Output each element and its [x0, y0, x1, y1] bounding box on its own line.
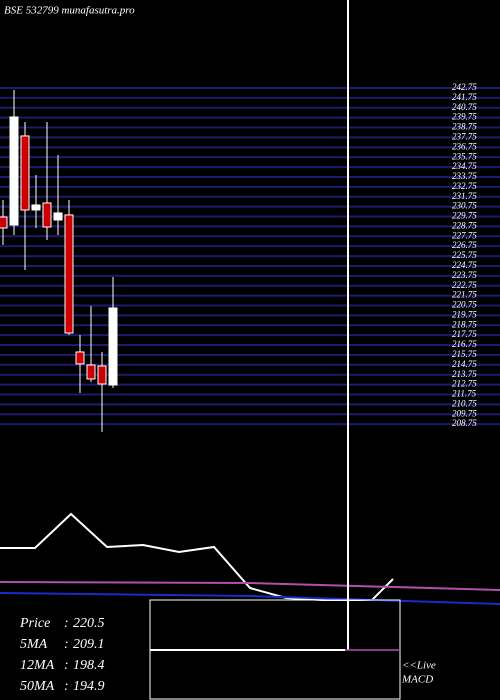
y-tick-label: 236.75	[452, 141, 477, 151]
y-tick-label: 237.75	[452, 131, 477, 141]
series-line	[0, 592, 500, 605]
y-tick-label: 209.75	[452, 408, 477, 418]
y-tick-label: 223.75	[452, 270, 477, 280]
y-tick-label: 214.75	[452, 359, 477, 369]
y-tick-label: 239.75	[452, 112, 477, 122]
y-tick-label: 242.75	[452, 82, 477, 92]
y-tick-label: 215.75	[452, 349, 477, 359]
y-tick-label: 228.75	[452, 220, 477, 230]
candle-body	[9, 116, 19, 226]
y-tick-label: 224.75	[452, 260, 477, 270]
info-colon: :	[64, 637, 69, 652]
candle-body	[53, 212, 63, 221]
y-tick-label: 238.75	[452, 122, 477, 132]
info-colon: :	[64, 616, 69, 631]
info-colon: :	[64, 658, 69, 673]
chart-title: BSE 532799 munafasutra.pro	[4, 5, 135, 17]
info-value: 198.4	[73, 658, 105, 673]
y-tick-label: 213.75	[452, 369, 477, 379]
y-tick-label: 241.75	[452, 92, 477, 102]
y-tick-label: 230.75	[452, 201, 477, 211]
y-tick-label: 220.75	[452, 300, 477, 310]
y-tick-label: 225.75	[452, 250, 477, 260]
info-label: 5MA	[20, 637, 48, 652]
y-tick-label: 217.75	[452, 329, 477, 339]
y-tick-label: 232.75	[452, 181, 477, 191]
candle-body	[64, 214, 74, 334]
candle-body	[42, 202, 52, 228]
y-tick-label: 211.75	[452, 389, 477, 399]
live-link[interactable]: MACD	[401, 674, 433, 686]
series-line	[0, 581, 500, 591]
info-label: Price	[19, 616, 50, 631]
y-tick-label: 218.75	[452, 319, 477, 329]
info-label: 50MA	[20, 679, 55, 694]
candle-body	[108, 307, 118, 386]
y-tick-label: 222.75	[452, 280, 477, 290]
y-tick-label: 219.75	[452, 309, 477, 319]
candle-body	[0, 216, 8, 229]
candle-body	[97, 365, 107, 385]
y-tick-label: 235.75	[452, 151, 477, 161]
candle-body	[20, 135, 30, 211]
y-tick-label: 210.75	[452, 398, 477, 408]
live-link[interactable]: <<Live	[402, 660, 436, 672]
y-tick-label: 227.75	[452, 230, 477, 240]
y-tick-label: 208.75	[452, 418, 477, 428]
info-value: 220.5	[73, 616, 105, 631]
y-tick-label: 216.75	[452, 339, 477, 349]
y-tick-label: 234.75	[452, 161, 477, 171]
y-tick-label: 231.75	[452, 191, 477, 201]
candle-body	[86, 364, 96, 380]
y-tick-label: 221.75	[452, 290, 477, 300]
candle-body	[31, 204, 41, 211]
y-tick-label: 226.75	[452, 240, 477, 250]
info-colon: :	[64, 679, 69, 694]
y-tick-label: 233.75	[452, 171, 477, 181]
y-tick-label: 229.75	[452, 211, 477, 221]
info-value: 209.1	[73, 637, 105, 652]
y-tick-label: 212.75	[452, 379, 477, 389]
info-value: 194.9	[73, 679, 105, 694]
y-tick-label: 240.75	[452, 102, 477, 112]
candle-body	[75, 351, 85, 365]
info-label: 12MA	[20, 658, 55, 673]
